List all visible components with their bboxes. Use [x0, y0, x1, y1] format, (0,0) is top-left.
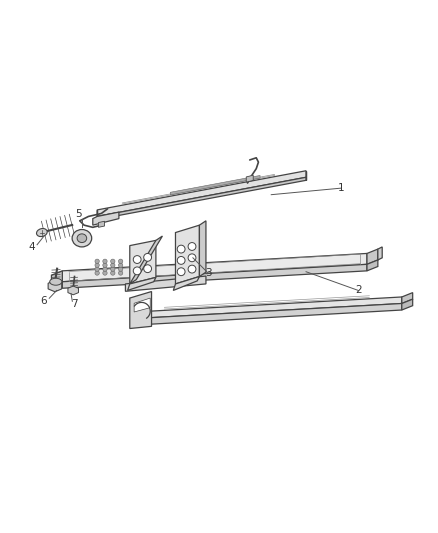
- Polygon shape: [378, 247, 382, 260]
- Polygon shape: [125, 276, 206, 292]
- Circle shape: [95, 263, 99, 268]
- Circle shape: [95, 267, 99, 271]
- Ellipse shape: [72, 230, 92, 247]
- Polygon shape: [176, 225, 199, 284]
- Circle shape: [111, 263, 115, 268]
- Circle shape: [118, 267, 123, 271]
- Polygon shape: [402, 293, 413, 303]
- Circle shape: [188, 265, 196, 273]
- Polygon shape: [62, 264, 367, 288]
- Circle shape: [111, 271, 115, 275]
- Circle shape: [95, 259, 99, 263]
- Polygon shape: [170, 175, 260, 195]
- Circle shape: [177, 268, 185, 276]
- Ellipse shape: [49, 278, 62, 285]
- Polygon shape: [173, 277, 199, 290]
- Circle shape: [188, 254, 196, 262]
- Text: 6: 6: [40, 296, 47, 306]
- Text: 5: 5: [75, 209, 82, 219]
- Polygon shape: [127, 277, 156, 290]
- Polygon shape: [134, 298, 150, 312]
- Circle shape: [103, 259, 107, 263]
- Circle shape: [144, 265, 152, 272]
- Polygon shape: [367, 260, 378, 271]
- Polygon shape: [48, 280, 62, 292]
- Polygon shape: [97, 171, 306, 216]
- Circle shape: [103, 271, 107, 275]
- Polygon shape: [402, 299, 413, 310]
- Circle shape: [133, 256, 141, 263]
- Circle shape: [188, 243, 196, 251]
- Circle shape: [111, 259, 115, 263]
- Circle shape: [144, 254, 152, 261]
- Polygon shape: [130, 236, 162, 284]
- Polygon shape: [246, 175, 253, 182]
- Circle shape: [103, 267, 107, 271]
- Circle shape: [118, 263, 123, 268]
- Polygon shape: [62, 254, 367, 282]
- Polygon shape: [93, 212, 119, 225]
- Polygon shape: [130, 240, 156, 284]
- Circle shape: [177, 245, 185, 253]
- Text: 4: 4: [28, 242, 35, 252]
- Polygon shape: [132, 297, 402, 319]
- Polygon shape: [97, 177, 306, 220]
- Polygon shape: [130, 292, 152, 328]
- Polygon shape: [199, 221, 206, 277]
- Circle shape: [118, 271, 123, 275]
- Polygon shape: [132, 303, 402, 325]
- Circle shape: [133, 267, 141, 275]
- Text: 2: 2: [355, 286, 362, 295]
- Circle shape: [103, 263, 107, 268]
- Ellipse shape: [36, 229, 47, 237]
- Circle shape: [95, 271, 99, 275]
- Ellipse shape: [77, 234, 87, 243]
- Polygon shape: [99, 221, 105, 228]
- Text: 3: 3: [205, 268, 212, 278]
- Text: 7: 7: [71, 300, 78, 309]
- Circle shape: [111, 267, 115, 271]
- Polygon shape: [51, 271, 62, 286]
- Text: 1: 1: [338, 183, 344, 193]
- Circle shape: [177, 256, 185, 264]
- Polygon shape: [367, 249, 378, 264]
- Polygon shape: [68, 286, 78, 295]
- Circle shape: [118, 259, 123, 263]
